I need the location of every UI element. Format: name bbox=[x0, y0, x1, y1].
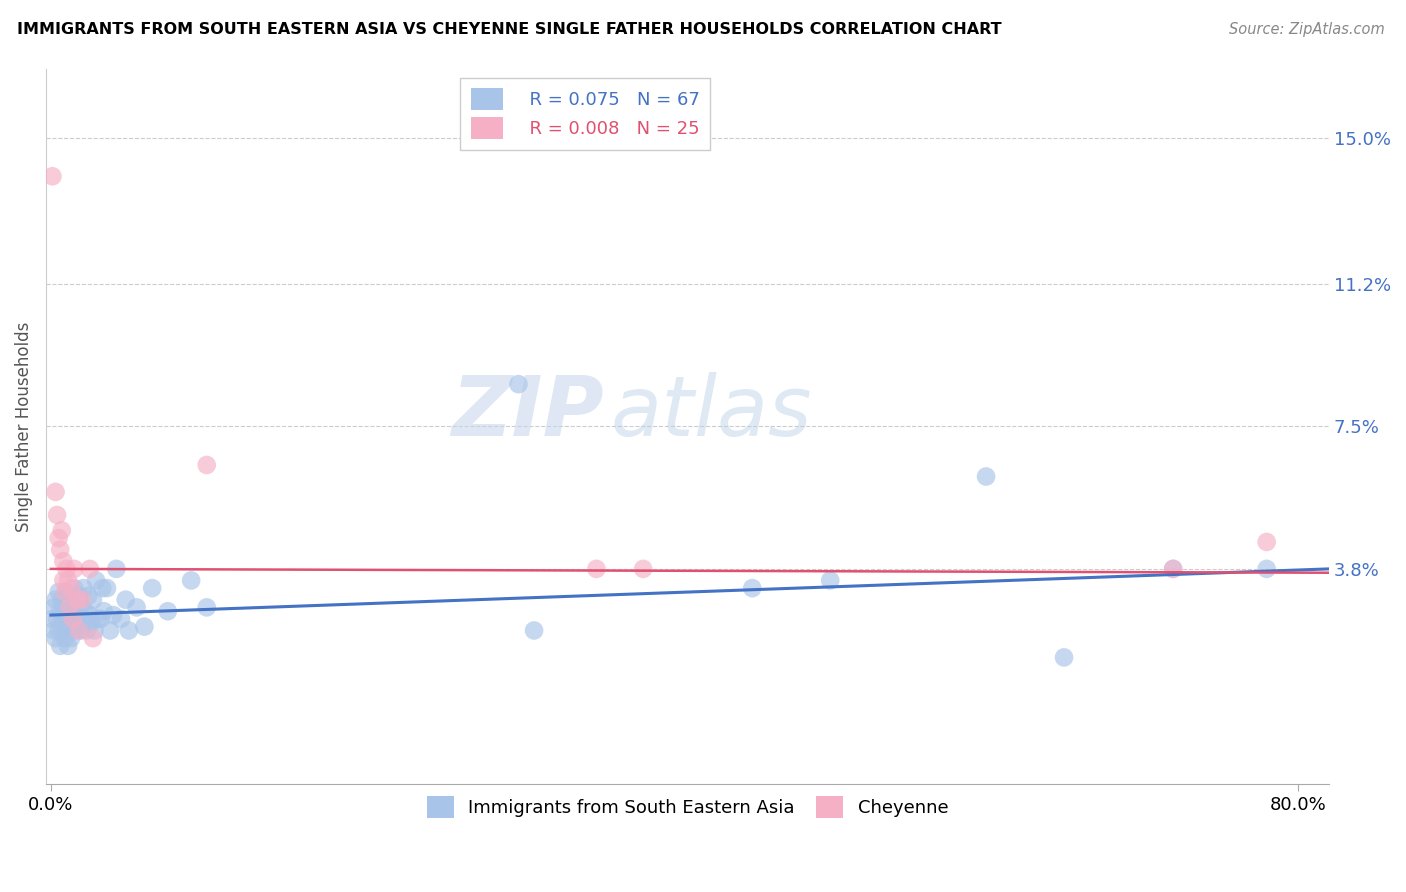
Point bbox=[134, 619, 156, 633]
Point bbox=[105, 562, 128, 576]
Point bbox=[83, 624, 105, 638]
Text: atlas: atlas bbox=[610, 372, 813, 452]
Y-axis label: Single Father Households: Single Father Households bbox=[15, 321, 32, 532]
Point bbox=[42, 624, 65, 638]
Point bbox=[70, 592, 93, 607]
Point bbox=[96, 581, 118, 595]
Point bbox=[156, 604, 179, 618]
Point bbox=[46, 612, 69, 626]
Point bbox=[1161, 562, 1184, 576]
Point bbox=[62, 600, 84, 615]
Text: Source: ZipAtlas.com: Source: ZipAtlas.com bbox=[1229, 22, 1385, 37]
Point bbox=[53, 585, 76, 599]
Point bbox=[56, 574, 79, 588]
Point bbox=[46, 508, 69, 522]
Point bbox=[76, 624, 98, 638]
Point bbox=[118, 624, 141, 638]
Point bbox=[86, 612, 108, 626]
Point bbox=[52, 574, 75, 588]
Point bbox=[53, 631, 76, 645]
Point bbox=[75, 604, 97, 618]
Point bbox=[110, 612, 132, 626]
Point bbox=[45, 631, 67, 645]
Point bbox=[82, 592, 104, 607]
Point bbox=[818, 574, 841, 588]
Point bbox=[56, 600, 79, 615]
Point bbox=[60, 581, 83, 595]
Point bbox=[1256, 562, 1278, 576]
Point bbox=[585, 562, 607, 576]
Point bbox=[523, 624, 546, 638]
Point bbox=[125, 600, 148, 615]
Point bbox=[66, 615, 89, 630]
Point bbox=[79, 608, 101, 623]
Point bbox=[58, 619, 80, 633]
Point bbox=[63, 581, 86, 595]
Point bbox=[63, 562, 86, 576]
Point bbox=[45, 592, 67, 607]
Text: IMMIGRANTS FROM SOUTH EASTERN ASIA VS CHEYENNE SINGLE FATHER HOUSEHOLDS CORRELAT: IMMIGRANTS FROM SOUTH EASTERN ASIA VS CH… bbox=[17, 22, 1001, 37]
Point bbox=[45, 484, 67, 499]
Point bbox=[65, 608, 87, 623]
Point bbox=[72, 581, 94, 595]
Point bbox=[49, 542, 72, 557]
Point bbox=[55, 612, 77, 626]
Point bbox=[49, 604, 72, 618]
Point bbox=[41, 169, 63, 184]
Point bbox=[58, 600, 80, 615]
Point bbox=[48, 531, 70, 545]
Point bbox=[84, 574, 107, 588]
Point bbox=[41, 612, 63, 626]
Point bbox=[51, 524, 73, 538]
Point bbox=[62, 612, 84, 626]
Point bbox=[93, 604, 115, 618]
Point bbox=[631, 562, 654, 576]
Point bbox=[58, 589, 80, 603]
Point bbox=[180, 574, 202, 588]
Point bbox=[55, 562, 77, 576]
Point bbox=[66, 592, 89, 607]
Point bbox=[80, 615, 103, 630]
Point bbox=[1256, 535, 1278, 549]
Point bbox=[141, 581, 163, 595]
Point bbox=[974, 469, 997, 483]
Point bbox=[52, 624, 75, 638]
Point bbox=[67, 589, 90, 603]
Point bbox=[53, 604, 76, 618]
Point bbox=[741, 581, 763, 595]
Point bbox=[69, 624, 91, 638]
Point bbox=[55, 585, 77, 599]
Point bbox=[49, 639, 72, 653]
Point bbox=[195, 458, 218, 472]
Point bbox=[42, 600, 65, 615]
Point bbox=[60, 631, 83, 645]
Point bbox=[60, 612, 83, 626]
Point bbox=[69, 600, 91, 615]
Point bbox=[1161, 562, 1184, 576]
Point bbox=[90, 612, 112, 626]
Point bbox=[70, 612, 93, 626]
Point bbox=[195, 600, 218, 615]
Legend: Immigrants from South Eastern Asia, Cheyenne: Immigrants from South Eastern Asia, Chey… bbox=[419, 789, 956, 825]
Point bbox=[63, 624, 86, 638]
Point bbox=[77, 589, 100, 603]
Point bbox=[67, 624, 90, 638]
Point bbox=[82, 631, 104, 645]
Point bbox=[51, 612, 73, 626]
Point bbox=[48, 624, 70, 638]
Point bbox=[508, 377, 530, 392]
Point bbox=[51, 592, 73, 607]
Point bbox=[48, 585, 70, 599]
Point bbox=[114, 592, 136, 607]
Point bbox=[103, 608, 125, 623]
Point bbox=[98, 624, 121, 638]
Text: ZIP: ZIP bbox=[451, 372, 605, 452]
Point bbox=[56, 639, 79, 653]
Point bbox=[1053, 650, 1076, 665]
Point bbox=[91, 581, 114, 595]
Point bbox=[52, 600, 75, 615]
Point bbox=[79, 562, 101, 576]
Point bbox=[52, 554, 75, 568]
